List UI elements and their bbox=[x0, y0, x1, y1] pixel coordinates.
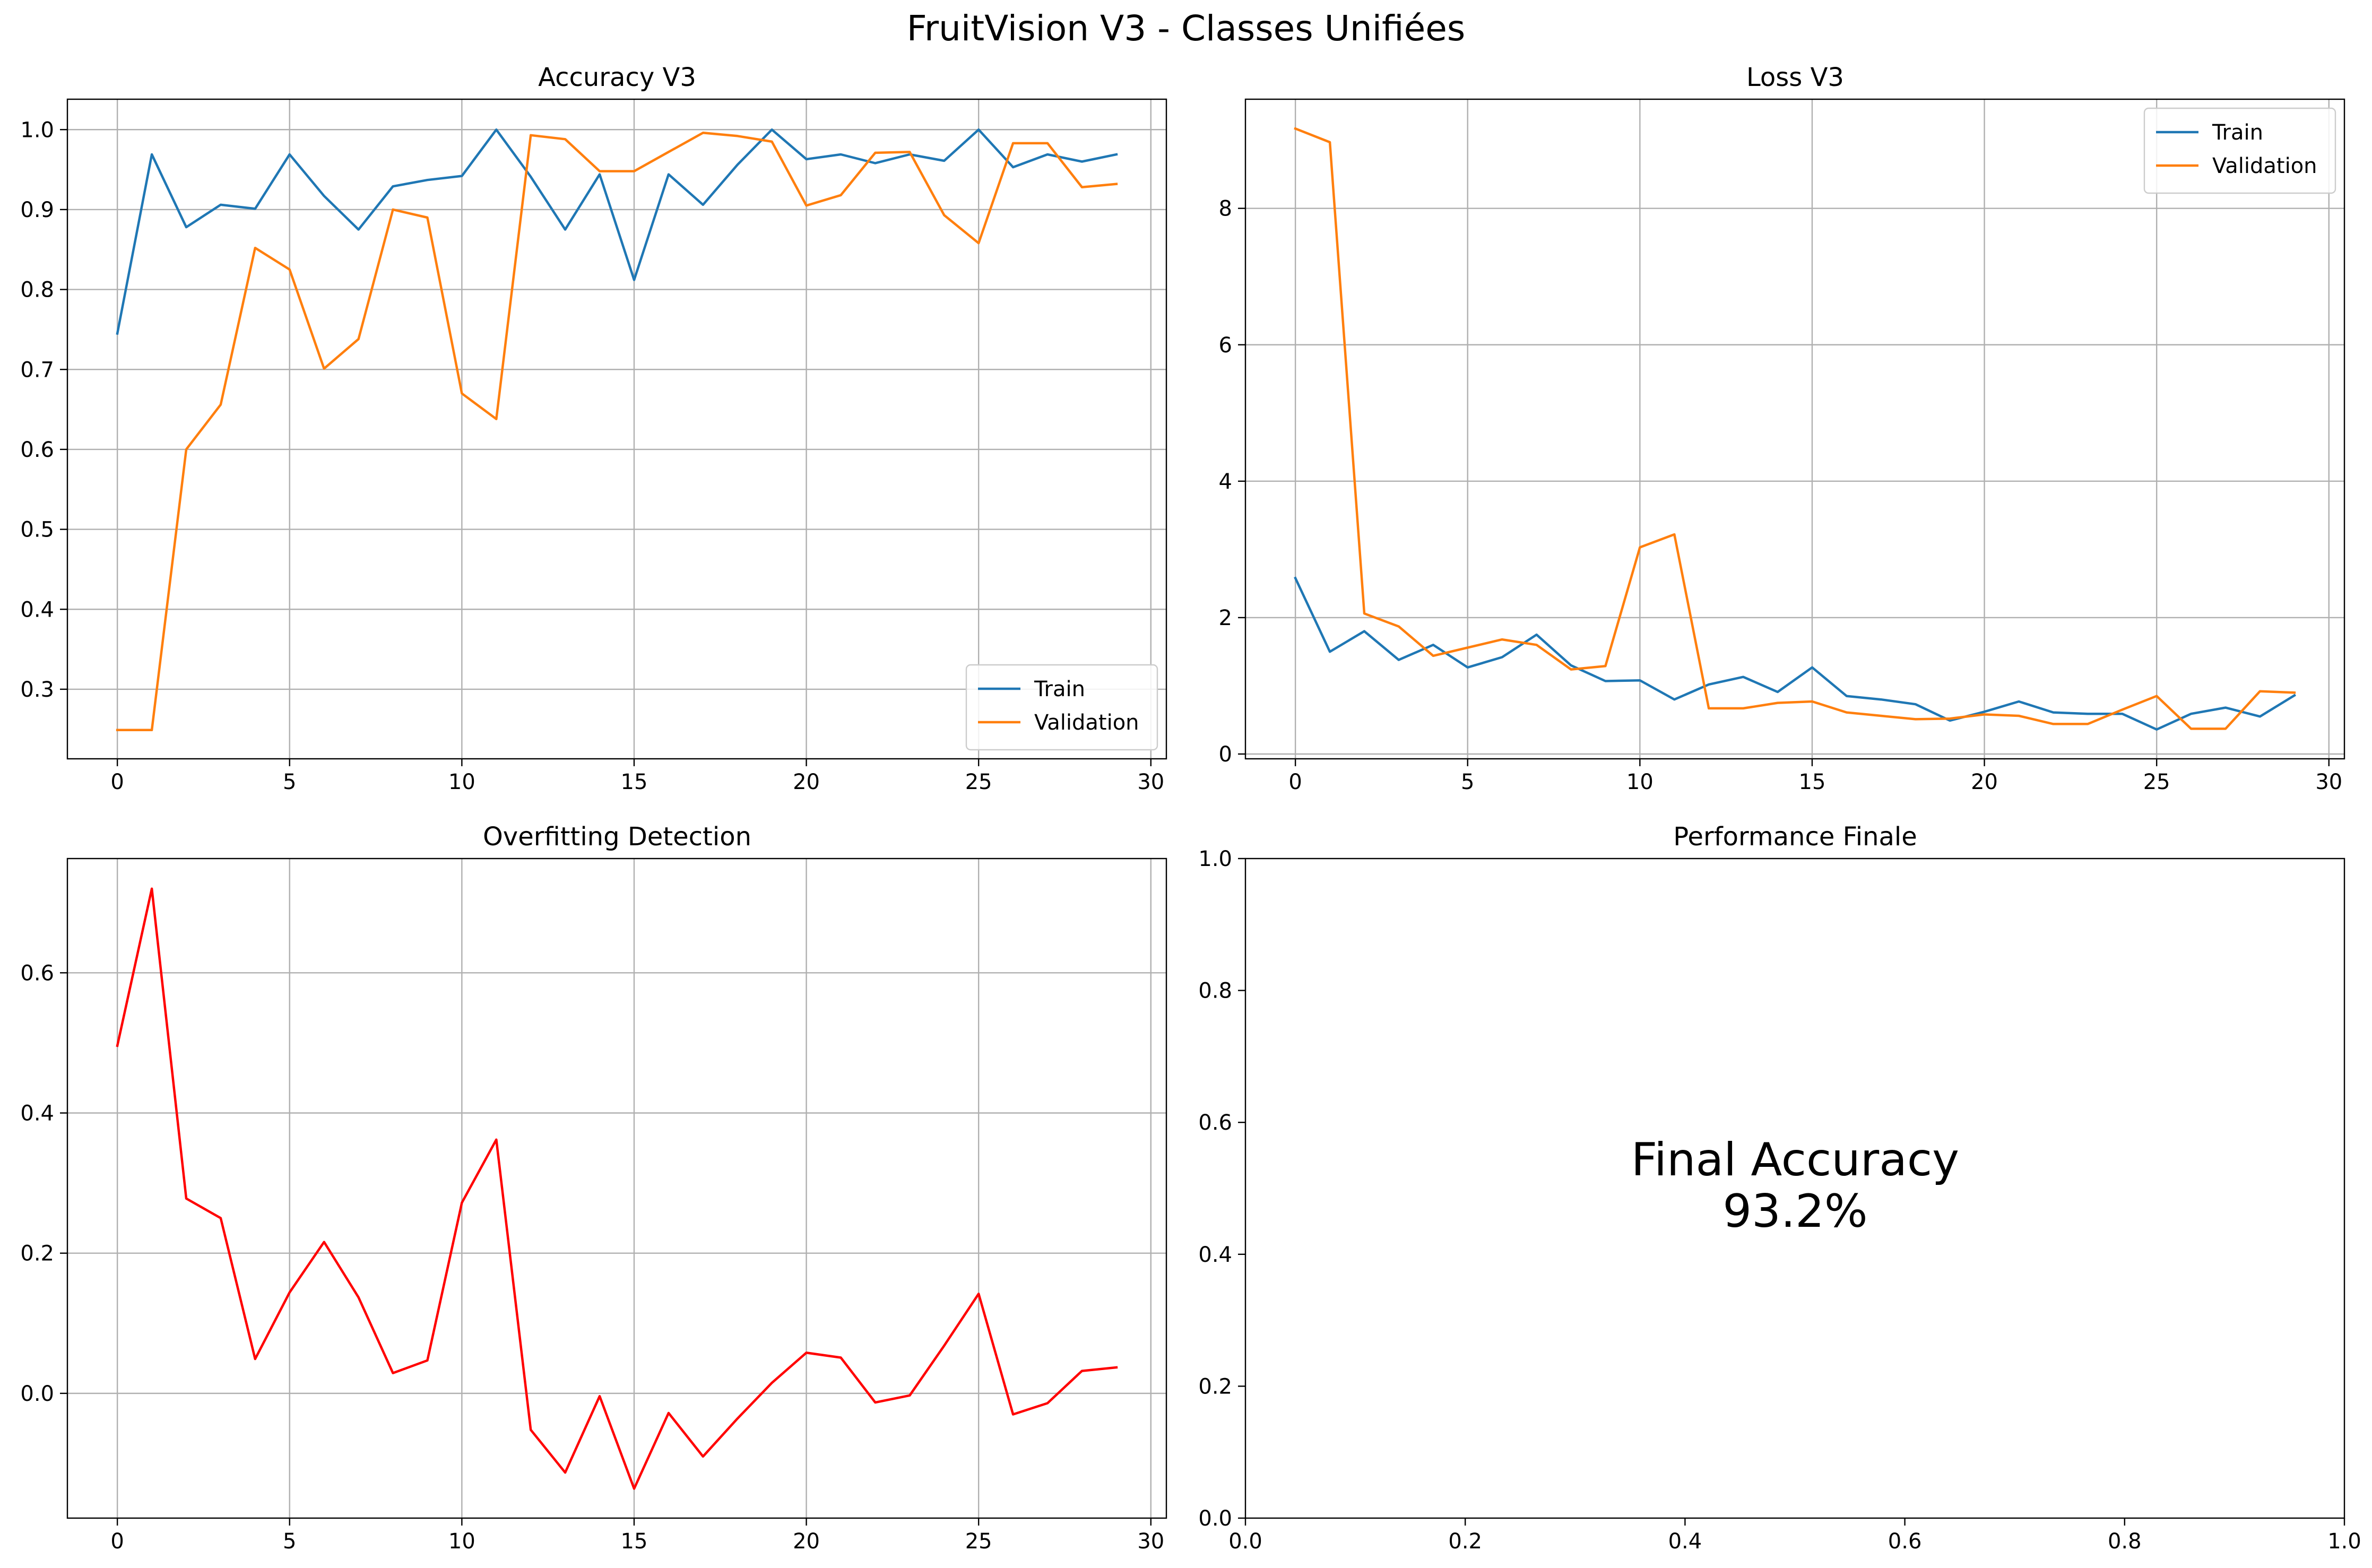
overfitting-panel-title: Overfitting Detection bbox=[483, 822, 751, 852]
accuracy-y-tick-label: 1.0 bbox=[20, 118, 54, 142]
final-accuracy-value: 93.2% bbox=[1722, 1185, 1867, 1238]
accuracy-y-tick-label: 0.7 bbox=[20, 358, 54, 382]
overfitting-axes-frame bbox=[66, 857, 1167, 1519]
performance-y-tick-label: 0.0 bbox=[1198, 1506, 1232, 1531]
overfitting-y-tick-label: 0.4 bbox=[20, 1101, 54, 1125]
accuracy-y-tick-label: 0.4 bbox=[20, 597, 54, 622]
accuracy-y-tick-label: 0.6 bbox=[20, 438, 54, 462]
loss-x-tick-label: 25 bbox=[2143, 770, 2170, 794]
loss-x-tick-label: 5 bbox=[1461, 770, 1474, 794]
accuracy-x-tick-label: 15 bbox=[621, 770, 648, 794]
accuracy-series-validation-line bbox=[116, 132, 1118, 732]
performance-x-tick-label: 0.8 bbox=[2108, 1529, 2142, 1554]
performance-y-tick-label: 0.2 bbox=[1198, 1374, 1232, 1399]
accuracy-x-tick-label: 20 bbox=[793, 770, 820, 794]
accuracy-x-tick-label: 30 bbox=[1137, 770, 1164, 794]
performance-y-tick-label: 0.6 bbox=[1198, 1111, 1232, 1135]
overfitting-x-tick-label: 20 bbox=[793, 1529, 820, 1554]
final-accuracy-label: Final Accuracy bbox=[1631, 1133, 1959, 1186]
accuracy-y-tick-label: 0.3 bbox=[20, 678, 54, 702]
loss-y-tick-label: 6 bbox=[1219, 333, 1232, 358]
loss-y-tick-label: 8 bbox=[1219, 197, 1232, 221]
loss-x-tick-label: 20 bbox=[1971, 770, 1998, 794]
accuracy-x-tick-label: 5 bbox=[283, 770, 296, 794]
loss-y-tick-label: 2 bbox=[1219, 606, 1232, 630]
overfitting-x-tick-label: 10 bbox=[448, 1529, 475, 1554]
loss-y-tick-label: 0 bbox=[1219, 742, 1232, 767]
overfitting-y-tick-label: 0.6 bbox=[20, 961, 54, 985]
performance-x-tick-label: 0.4 bbox=[1668, 1529, 1702, 1554]
performance-x-tick-label: 0.0 bbox=[1228, 1529, 1262, 1554]
overfitting-x-tick-label: 5 bbox=[283, 1529, 296, 1554]
accuracy-legend-box bbox=[965, 664, 1158, 751]
overfitting-x-tick-label: 25 bbox=[965, 1529, 992, 1554]
loss-legend: Train Validation bbox=[2143, 107, 2336, 194]
accuracy-x-tick-label: 10 bbox=[448, 770, 475, 794]
performance-y-tick-label: 0.8 bbox=[1198, 979, 1232, 1003]
loss-series-train-line bbox=[1294, 576, 2296, 731]
accuracy-panel: Accuracy V3 0 5 10 15 20 25 30 0.3 0.4 0.5 0.6 0.7 0… bbox=[20, 63, 1167, 794]
loss-panel: Loss V3 0 5 10 15 20 25 30 0 2 4 6 8 Train Validation bbox=[1219, 63, 2345, 794]
accuracy-legend-label: Train bbox=[1034, 677, 1085, 701]
loss-axes-frame bbox=[1244, 98, 2345, 760]
accuracy-y-tick-label: 0.5 bbox=[20, 518, 54, 542]
accuracy-y-tick-label: 0.8 bbox=[20, 278, 54, 302]
overfitting-y-tick-label: 0.2 bbox=[20, 1242, 54, 1266]
performance-x-tick-label: 0.6 bbox=[1888, 1529, 1922, 1554]
loss-x-tick-label: 10 bbox=[1626, 770, 1654, 794]
performance-x-tick-label: 1.0 bbox=[2327, 1529, 2361, 1554]
performance-panel-title: Performance Finale bbox=[1673, 822, 1917, 852]
loss-x-tick-label: 15 bbox=[1799, 770, 1826, 794]
accuracy-series-train-line bbox=[116, 128, 1118, 335]
performance-y-tick-label: 1.0 bbox=[1198, 847, 1232, 871]
accuracy-panel-title: Accuracy V3 bbox=[538, 63, 696, 92]
loss-x-tick-label: 0 bbox=[1288, 770, 1302, 794]
accuracy-axes-frame bbox=[66, 98, 1167, 760]
loss-x-tick-label: 30 bbox=[2315, 770, 2342, 794]
loss-series-validation-line bbox=[1294, 127, 2296, 730]
overfitting-x-tick-label: 0 bbox=[110, 1529, 124, 1554]
accuracy-legend-label: Validation bbox=[1034, 711, 1139, 735]
accuracy-legend: Train Validation bbox=[965, 664, 1158, 751]
performance-x-tick-label: 0.2 bbox=[1448, 1529, 1482, 1554]
overfitting-x-tick-label: 30 bbox=[1137, 1529, 1164, 1554]
accuracy-x-tick-label: 25 bbox=[965, 770, 992, 794]
performance-axes-frame bbox=[1244, 857, 2345, 1519]
accuracy-x-tick-label: 0 bbox=[110, 770, 124, 794]
figure-title: FruitVision V3 - Classes Unifiées bbox=[907, 8, 1465, 49]
loss-y-tick-label: 4 bbox=[1219, 470, 1232, 494]
loss-panel-title: Loss V3 bbox=[1746, 63, 1844, 92]
loss-legend-label: Train bbox=[2212, 120, 2263, 145]
loss-legend-label: Validation bbox=[2212, 154, 2317, 178]
performance-panel: Performance Finale Final Accuracy 93.2% … bbox=[1198, 822, 2361, 1554]
accuracy-y-tick-label: 0.9 bbox=[20, 198, 54, 222]
overfitting-x-tick-label: 15 bbox=[621, 1529, 648, 1554]
overfitting-panel: Overfitting Detection 0 5 10 15 20 25 30 0.0 0.2… bbox=[20, 822, 1167, 1554]
performance-y-tick-label: 0.4 bbox=[1198, 1243, 1232, 1267]
overfitting-y-tick-label: 0.0 bbox=[20, 1382, 54, 1406]
loss-legend-box bbox=[2143, 107, 2336, 194]
overfitting-series-line-line bbox=[116, 887, 1118, 1490]
